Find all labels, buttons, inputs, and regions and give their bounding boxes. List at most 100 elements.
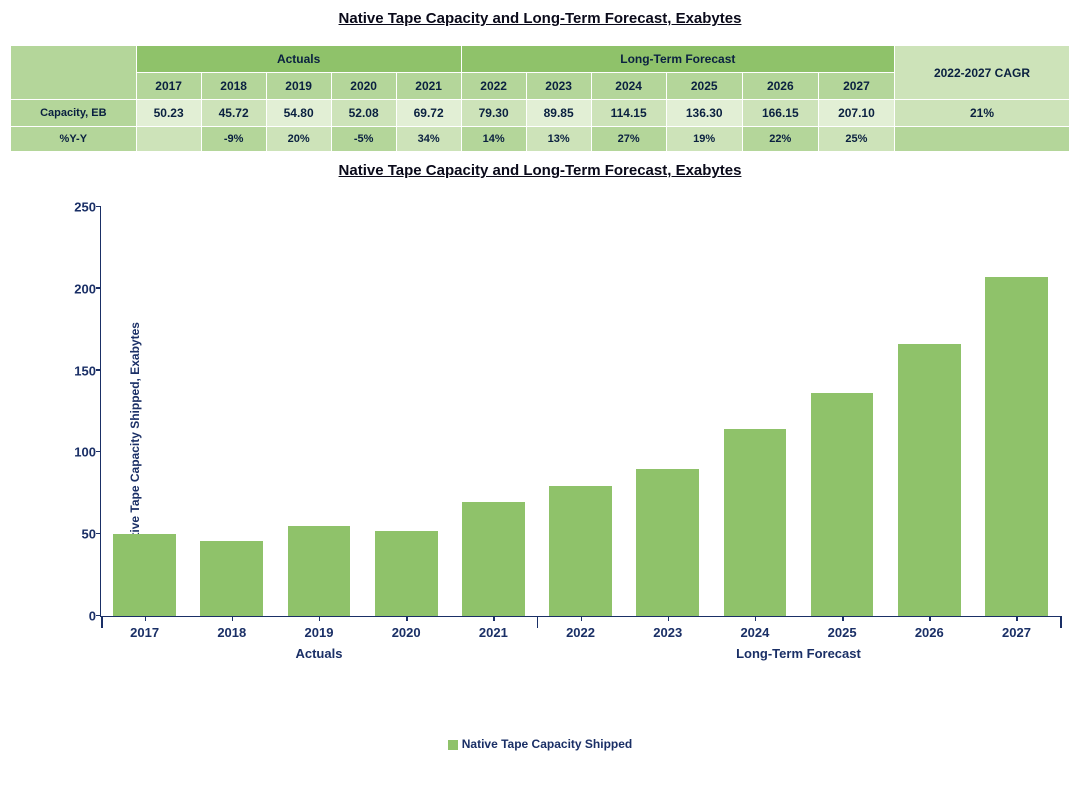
chart-container: Native Tape Capacity Shipped, Exabytes 0… — [10, 197, 1070, 751]
x-tick-mark — [929, 616, 931, 621]
data-table-container: ActualsLong-Term Forecast2022-2027 CAGR2… — [10, 45, 1070, 152]
bar-slot: 2022 — [537, 207, 624, 616]
cagr-header: 2022-2027 CAGR — [894, 46, 1069, 100]
group-header-forecast: Long-Term Forecast — [461, 46, 894, 73]
bar-slot: 2018 — [188, 207, 275, 616]
x-tick-label: 2017 — [101, 625, 188, 640]
table-body: Capacity, EB50.2345.7254.8052.0869.7279.… — [11, 100, 1070, 152]
x-tick-label: 2018 — [188, 625, 275, 640]
year-header: 2026 — [742, 73, 818, 100]
x-tick-mark — [232, 616, 234, 621]
year-header: 2025 — [666, 73, 742, 100]
yoy-cell: 19% — [666, 127, 742, 152]
capacity-cell: 69.72 — [396, 100, 461, 127]
yoy-cell: -5% — [331, 127, 396, 152]
bar-slot: 2025 — [799, 207, 886, 616]
capacity-cell: 166.15 — [742, 100, 818, 127]
year-header: 2017 — [136, 73, 201, 100]
y-tick-label: 150 — [66, 363, 96, 378]
yoy-cell: 22% — [742, 127, 818, 152]
x-tick-mark — [493, 616, 495, 621]
capacity-cell: 50.23 — [136, 100, 201, 127]
x-tick-label: 2023 — [624, 625, 711, 640]
year-header: 2021 — [396, 73, 461, 100]
y-tick-label: 0 — [66, 609, 96, 624]
row-label-capacity: Capacity, EB — [11, 100, 137, 127]
x-tick-mark — [1016, 616, 1018, 621]
x-tick-label: 2027 — [973, 625, 1060, 640]
group-separator — [537, 616, 539, 628]
capacity-cell: 79.30 — [461, 100, 526, 127]
year-header: 2027 — [818, 73, 894, 100]
x-tick-label: 2021 — [450, 625, 537, 640]
x-tick-label: 2019 — [275, 625, 362, 640]
year-header: 2018 — [201, 73, 266, 100]
bar — [113, 534, 176, 616]
chart-title: Native Tape Capacity and Long-Term Forec… — [0, 162, 1080, 179]
capacity-cell: 89.85 — [526, 100, 591, 127]
group-separator — [1060, 616, 1062, 628]
yoy-cell: 27% — [591, 127, 666, 152]
yoy-cell: 25% — [818, 127, 894, 152]
x-tick-label: 2024 — [711, 625, 798, 640]
x-tick-label: 2025 — [799, 625, 886, 640]
y-tick-label: 250 — [66, 200, 96, 215]
bar-slot: 2026 — [886, 207, 973, 616]
y-tick-label: 50 — [66, 527, 96, 542]
yoy-cell — [136, 127, 201, 152]
y-tick-label: 100 — [66, 445, 96, 460]
x-tick-label: 2020 — [363, 625, 450, 640]
capacity-cell: 54.80 — [266, 100, 331, 127]
x-tick-mark — [668, 616, 670, 621]
bar — [724, 429, 787, 616]
x-tick-mark — [406, 616, 408, 621]
legend-label-text: Native Tape Capacity Shipped — [462, 737, 633, 751]
year-header: 2019 — [266, 73, 331, 100]
row-label-yoy: %Y-Y — [11, 127, 137, 152]
x-tick-label: 2022 — [537, 625, 624, 640]
bar — [898, 344, 961, 616]
yoy-cell: 20% — [266, 127, 331, 152]
capacity-cell: 136.30 — [666, 100, 742, 127]
group-label: Long-Term Forecast — [736, 646, 861, 661]
bar-slot: 2021 — [450, 207, 537, 616]
bar-slot: 2024 — [711, 207, 798, 616]
page-title: Native Tape Capacity and Long-Term Forec… — [0, 10, 1080, 27]
chart-area: Native Tape Capacity Shipped, Exabytes 0… — [65, 197, 1070, 677]
yoy-cell: -9% — [201, 127, 266, 152]
bar-slot: 2027 — [973, 207, 1060, 616]
bar-slot: 2019 — [275, 207, 362, 616]
bars-group: 2017201820192020202120222023202420252026… — [101, 207, 1060, 616]
x-tick-mark — [319, 616, 321, 621]
chart-legend: Native Tape Capacity Shipped — [10, 737, 1070, 751]
bar — [985, 277, 1048, 616]
bar — [636, 469, 699, 616]
x-tick-mark — [842, 616, 844, 621]
capacity-cell: 52.08 — [331, 100, 396, 127]
capacity-cell: 45.72 — [201, 100, 266, 127]
group-header-actuals: Actuals — [136, 46, 461, 73]
x-tick-mark — [755, 616, 757, 621]
legend-swatch — [448, 740, 458, 750]
yoy-cell: 14% — [461, 127, 526, 152]
bar-slot: 2023 — [624, 207, 711, 616]
table-head: ActualsLong-Term Forecast2022-2027 CAGR2… — [11, 46, 1070, 100]
table-corner — [11, 46, 137, 100]
capacity-table: ActualsLong-Term Forecast2022-2027 CAGR2… — [10, 45, 1070, 152]
cagr-cell: 21% — [894, 100, 1069, 127]
x-tick-mark — [581, 616, 583, 621]
capacity-cell: 207.10 — [818, 100, 894, 127]
bar-slot: 2017 — [101, 207, 188, 616]
group-separator — [101, 616, 103, 628]
yoy-cell: 34% — [396, 127, 461, 152]
year-header: 2022 — [461, 73, 526, 100]
bar — [288, 526, 351, 616]
year-header: 2023 — [526, 73, 591, 100]
group-label: Actuals — [295, 646, 342, 661]
year-header: 2024 — [591, 73, 666, 100]
year-header: 2020 — [331, 73, 396, 100]
cagr-yoy-cell — [894, 127, 1069, 152]
y-tick-label: 200 — [66, 281, 96, 296]
bar — [811, 393, 874, 616]
bar — [200, 541, 263, 616]
